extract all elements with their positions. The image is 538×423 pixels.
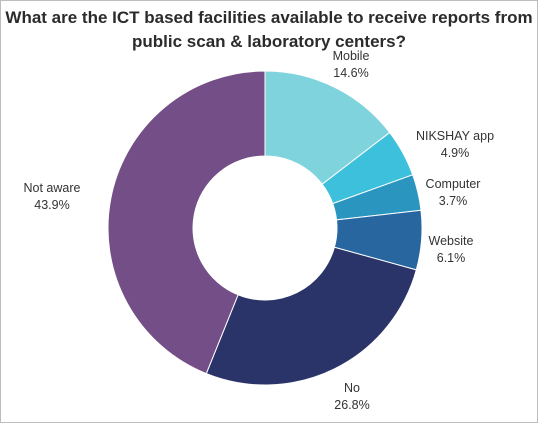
label-mobile: Mobile	[333, 49, 370, 63]
label-nikshay-app: NIKSHAY app	[416, 129, 494, 143]
chart-title-line-1: What are the ICT based facilities availa…	[5, 8, 533, 27]
label-computer: Computer	[426, 177, 481, 191]
label-not-aware: Not aware	[24, 181, 81, 195]
value-mobile: 14.6%	[333, 66, 368, 80]
value-not-aware: 43.9%	[34, 198, 69, 212]
label-website: Website	[429, 234, 474, 248]
value-nikshay-app: 4.9%	[441, 146, 470, 160]
value-no: 26.8%	[334, 398, 369, 412]
chart-title: What are the ICT based facilities availa…	[0, 6, 538, 54]
chart-title-line-2: public scan & laboratory centers?	[132, 32, 406, 51]
label-no: No	[344, 381, 360, 395]
value-computer: 3.7%	[439, 194, 468, 208]
value-website: 6.1%	[437, 251, 466, 265]
slice-no	[205, 246, 417, 386]
slice-not-aware	[107, 70, 266, 375]
